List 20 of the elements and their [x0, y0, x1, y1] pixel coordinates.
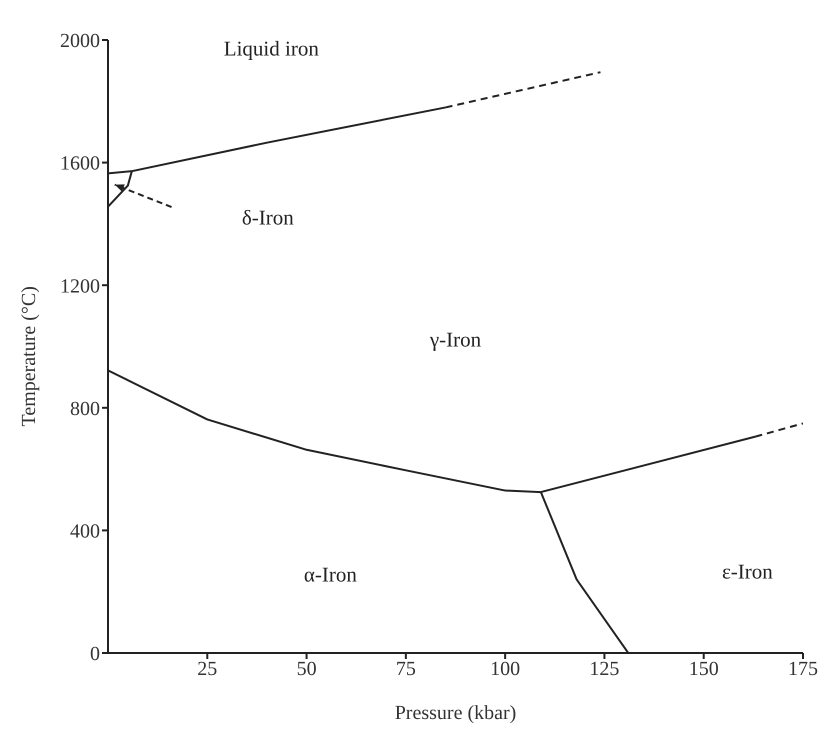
y-tick-label: 400 — [70, 520, 100, 542]
annotation: Liquid iron — [224, 36, 319, 62]
y-tick-label: 1600 — [60, 152, 100, 175]
x-tick-label: 75 — [396, 658, 416, 680]
x-tick-label: 175 — [788, 658, 818, 680]
y-axis-title: Temperature (°C) — [18, 286, 40, 426]
annotation: γ-Iron — [430, 328, 482, 353]
y-tick-label: 1200 — [60, 275, 100, 298]
annotation: α-Iron — [304, 562, 357, 588]
y-tick-label: 0 — [90, 643, 100, 666]
x-tick-label: 50 — [296, 658, 317, 680]
y-tick-label: 2000 — [60, 30, 100, 52]
x-tick-label: 150 — [688, 658, 719, 680]
x-axis-title: Pressure (kbar) — [394, 702, 516, 724]
y-tick-label: 800 — [70, 398, 100, 420]
x-tick-label: 25 — [197, 658, 218, 680]
annotation: ε-Iron — [722, 560, 773, 585]
x-tick-label: 100 — [490, 658, 520, 680]
x-tick-label: 125 — [589, 658, 620, 680]
annotation: δ-Iron — [242, 205, 294, 230]
